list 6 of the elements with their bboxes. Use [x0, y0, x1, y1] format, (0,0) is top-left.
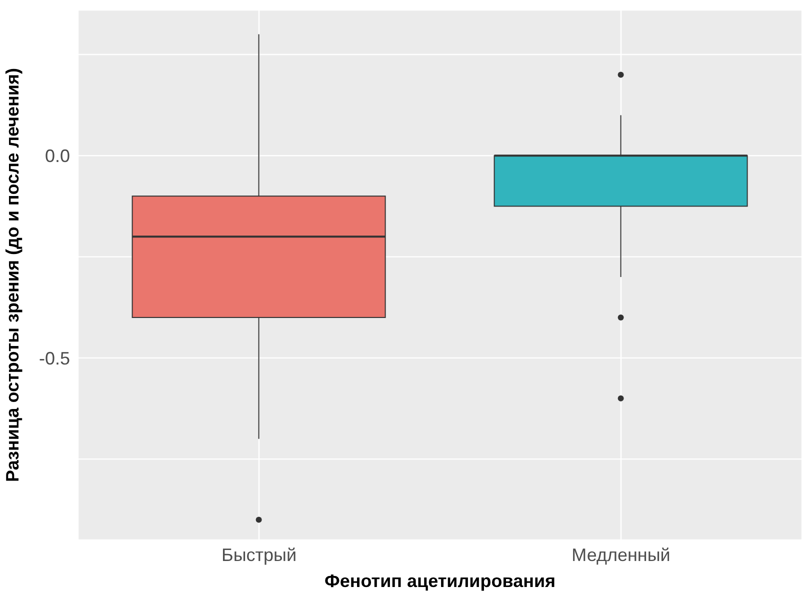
- x-axis-title: Фенотип ацетилирования: [324, 571, 556, 591]
- y-tick-label: -0.5: [38, 348, 70, 368]
- x-tick-label: Быстрый: [222, 544, 296, 565]
- x-tick-label: Медленный: [572, 544, 670, 565]
- y-tick-label: 0.0: [44, 146, 70, 166]
- y-axis-title: Разница остроты зрения (до и после лечения): [2, 68, 22, 482]
